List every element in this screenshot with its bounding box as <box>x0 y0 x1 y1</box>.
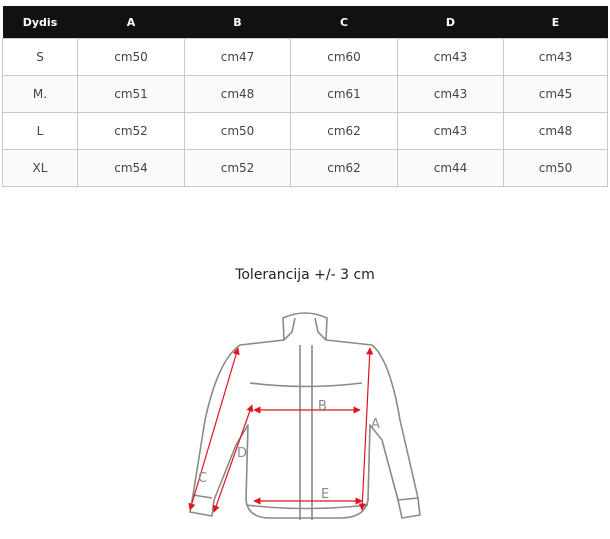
header-d: D <box>397 6 504 39</box>
table-cell: cm51 <box>77 75 185 113</box>
table-cell: cm54 <box>77 149 185 187</box>
table-cell: cm61 <box>290 75 398 113</box>
table-cell: cm48 <box>503 112 608 150</box>
arrow-a <box>358 347 374 511</box>
table-cell: cm62 <box>290 149 398 187</box>
table-header-row: Dydis A B C D E <box>2 6 608 39</box>
label-b: B <box>318 399 327 414</box>
table-cell: cm62 <box>290 112 398 150</box>
table-cell: cm44 <box>397 149 504 187</box>
table-cell: cm43 <box>397 112 504 150</box>
table-cell: cm52 <box>77 112 185 150</box>
table-row: XL cm54 cm52 cm62 cm44 cm50 <box>2 149 608 187</box>
tolerance-note: Tolerancija +/- 3 cm <box>235 267 375 283</box>
table-cell: cm48 <box>184 75 291 113</box>
label-e: E <box>321 487 329 502</box>
table-cell: cm45 <box>503 75 608 113</box>
measurement-arrows <box>188 347 374 513</box>
table-cell: cm52 <box>184 149 291 187</box>
label-c: C <box>198 471 207 486</box>
table-row: M. cm51 cm48 cm61 cm43 cm45 <box>2 75 608 113</box>
table-cell: cm50 <box>184 112 291 150</box>
table-cell: cm50 <box>77 38 185 76</box>
jacket-outline <box>189 312 421 520</box>
header-c: C <box>290 6 398 39</box>
table-cell: cm43 <box>397 75 504 113</box>
table-cell: cm43 <box>503 38 608 76</box>
header-b: B <box>184 6 291 39</box>
size-cell: M. <box>2 75 78 113</box>
table-cell: cm50 <box>503 149 608 187</box>
header-size: Dydis <box>2 6 78 39</box>
label-a: A <box>371 417 380 432</box>
arrow-d <box>212 404 254 513</box>
label-d: D <box>237 446 247 461</box>
size-cell: XL <box>2 149 78 187</box>
header-e: E <box>503 6 608 39</box>
header-a: A <box>77 6 185 39</box>
table-cell: cm47 <box>184 38 291 76</box>
